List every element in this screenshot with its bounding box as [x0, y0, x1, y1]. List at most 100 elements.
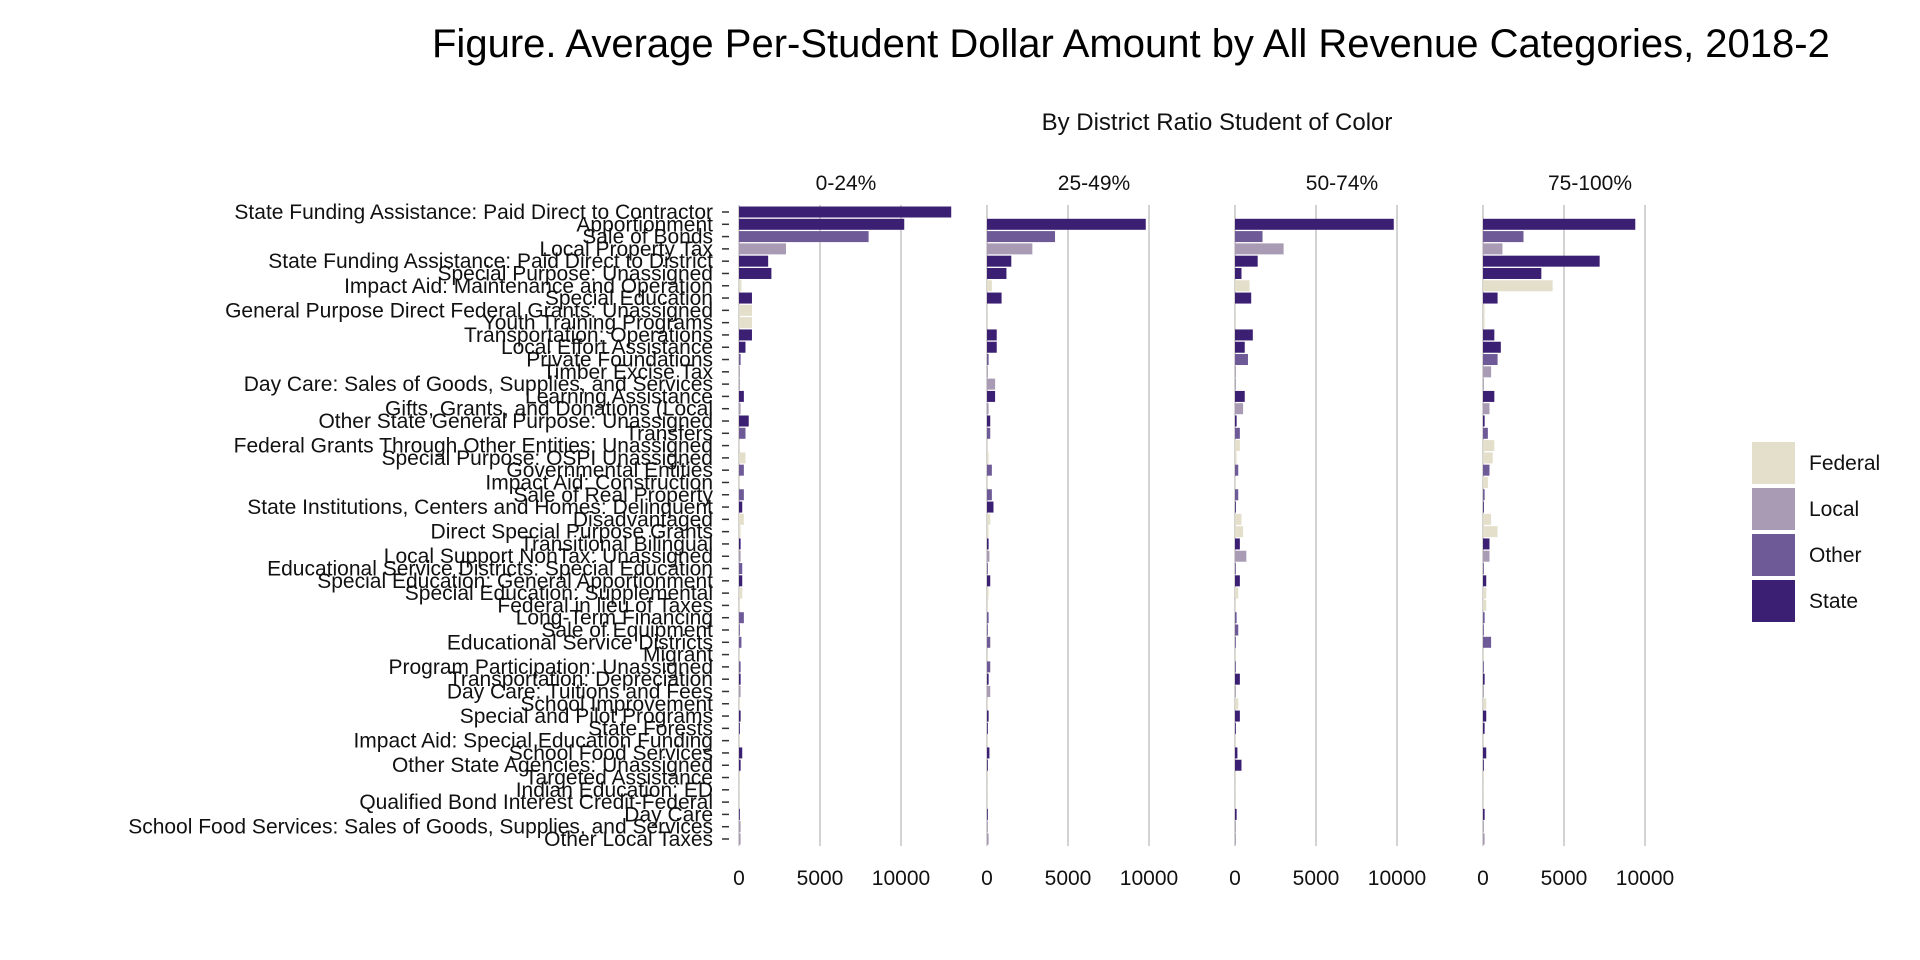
bar — [1483, 599, 1487, 611]
bar — [1235, 612, 1237, 624]
bar — [1483, 759, 1484, 771]
bar — [739, 796, 740, 808]
bar — [739, 341, 746, 353]
bar — [987, 390, 996, 402]
bar — [739, 673, 741, 685]
legend-label: State — [1809, 590, 1858, 613]
bar — [739, 513, 744, 525]
bar — [1235, 624, 1239, 636]
category-label: Gifts, Grants, and Donations (Local — [385, 398, 713, 421]
bar — [1483, 624, 1484, 636]
bar — [1483, 513, 1492, 525]
bar — [739, 280, 742, 292]
category-label: State Institutions, Centers and Homes: D… — [247, 496, 713, 519]
category-label: Local Effort Assistance — [501, 336, 713, 359]
bar — [987, 808, 988, 820]
legend-label: Federal — [1809, 452, 1880, 475]
bar — [739, 722, 740, 734]
category-label: School Food Services: Sales of Goods, Su… — [128, 816, 713, 839]
category-label: State Funding Assistance: Paid Direct to… — [234, 201, 713, 224]
x-tick-label: 0 — [1477, 867, 1489, 890]
bar — [1235, 821, 1236, 833]
bar — [1235, 538, 1240, 550]
category-label: Impact Aid: Construction — [485, 471, 713, 494]
bar — [1235, 649, 1236, 661]
chart-subtitle: By District Ratio Student of Color — [1042, 109, 1393, 136]
category-label: Program Participation: Unassigned — [389, 656, 714, 679]
category-label: Transfers — [625, 422, 713, 445]
bar — [987, 427, 991, 439]
panel-50-74%: 0 5000 10000 50-74% — [1229, 172, 1426, 890]
bar — [739, 710, 741, 722]
bar — [1483, 526, 1498, 538]
category-label: Impact Aid: Maintenance and Operation — [344, 275, 713, 298]
x-tick-label: 5000 — [1293, 867, 1340, 890]
bar — [987, 636, 991, 648]
category-label: Migrant — [643, 644, 713, 667]
bar — [987, 821, 988, 833]
bar — [1235, 661, 1236, 673]
bar — [1235, 735, 1236, 747]
bar — [1235, 366, 1236, 378]
bar — [987, 267, 1007, 279]
bar — [987, 759, 988, 771]
bar — [1235, 501, 1236, 513]
bar — [1483, 833, 1485, 845]
category-label: Long-Term Financing — [516, 607, 713, 630]
bar — [1235, 636, 1236, 648]
bar — [1483, 685, 1484, 697]
bar — [987, 735, 988, 747]
category-label: Federal in lieu of Taxes — [497, 594, 713, 617]
x-tick-label: 5000 — [1045, 867, 1092, 890]
bar — [1235, 563, 1236, 575]
bar — [987, 501, 994, 513]
bar — [987, 341, 997, 353]
bar — [739, 292, 752, 304]
bar — [987, 587, 989, 599]
category-label: Local Support NonTax: Unassigned — [384, 545, 713, 568]
category-label: Special Education: General Apportionment — [317, 570, 713, 593]
bar — [1235, 243, 1284, 255]
bar — [1483, 489, 1485, 501]
bar — [1483, 612, 1485, 624]
category-label: Governmental Entities — [506, 459, 713, 482]
category-label: School Improvement — [520, 693, 713, 716]
bar — [987, 440, 988, 452]
bar — [1235, 317, 1236, 329]
category-label: Learning Assistance — [525, 385, 713, 408]
bar — [1483, 341, 1501, 353]
bar — [739, 538, 741, 550]
category-label: Direct Special Purpose Grants — [431, 521, 713, 544]
category-label: Special Education: Supplemental — [405, 582, 713, 605]
bar — [1235, 415, 1237, 427]
bar — [987, 673, 989, 685]
bar — [739, 550, 741, 562]
bar — [1235, 587, 1239, 599]
bar — [987, 354, 989, 366]
bar — [739, 698, 740, 710]
bar — [1235, 427, 1240, 439]
bar — [1483, 649, 1484, 661]
bar — [987, 366, 988, 378]
bar — [1483, 587, 1487, 599]
bar — [987, 599, 988, 611]
bar — [739, 821, 741, 833]
bar — [987, 513, 991, 525]
bar — [1235, 759, 1242, 771]
bar — [987, 710, 989, 722]
bar — [1483, 796, 1484, 808]
bar — [987, 722, 988, 734]
panel-75-100%: 0 5000 10000 75-100% — [1477, 172, 1674, 890]
bar — [987, 649, 988, 661]
bar — [987, 476, 988, 488]
bar — [987, 796, 988, 808]
bar — [739, 636, 742, 648]
bar — [1483, 772, 1484, 784]
bar — [739, 772, 740, 784]
bar — [739, 440, 740, 452]
bar — [739, 267, 772, 279]
bar — [739, 833, 741, 845]
bar — [739, 317, 752, 329]
bar — [1483, 231, 1524, 243]
